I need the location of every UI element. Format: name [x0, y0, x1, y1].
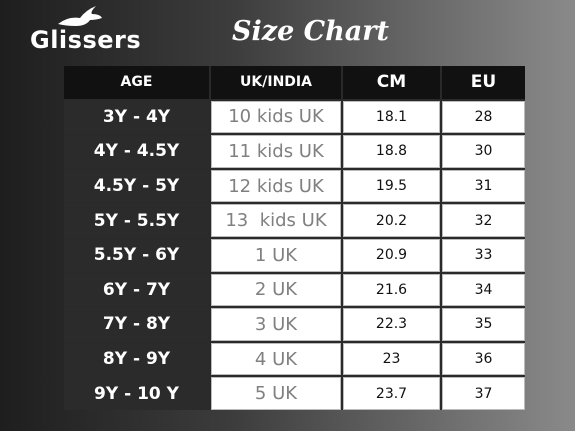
table-cell: 6Y - 7Y [64, 273, 209, 307]
table-cell: 4 UK [211, 342, 341, 376]
table-cell: 8Y - 9Y [64, 342, 209, 376]
table-cell: 5 UK [211, 377, 341, 410]
table-cell: 5Y - 5.5Y [64, 204, 209, 237]
table-cell: 2 UK [211, 273, 341, 307]
logo-rabbit [58, 6, 102, 26]
table-cell: 19.5 [343, 169, 440, 203]
table-cell: 22.3 [343, 308, 440, 341]
table-cell: 18.8 [343, 135, 440, 168]
table-cell: 21.6 [343, 273, 440, 307]
table-cell: 32 [442, 204, 525, 237]
logo-text: Glissers [30, 26, 142, 54]
table-cell: 20.2 [343, 204, 440, 237]
table-cell: 30 [442, 135, 525, 168]
table-cell: 33 [442, 238, 525, 272]
table-cell: 36 [442, 342, 525, 376]
table-cell: 37 [442, 377, 525, 410]
title: Size Chart [232, 16, 389, 47]
table-cell: 12 kids UK [211, 169, 341, 203]
table-cell: 20.9 [343, 238, 440, 272]
column-header: EU [442, 66, 525, 99]
table-cell: 11 kids UK [211, 135, 341, 168]
table-cell: 4Y - 4.5Y [64, 135, 209, 168]
table-cell: 18.1 [343, 100, 440, 134]
table-cell: 34 [442, 273, 525, 307]
table-cell: 9Y - 10 Y [64, 377, 209, 410]
table-cell: 5.5Y - 6Y [64, 238, 209, 272]
table-cell: 28 [442, 100, 525, 134]
table-cell: 3 UK [211, 308, 341, 341]
size-table: AGE UK/INDIA CM EU 3Y - 4Y 10 kids UK 18.1 28 4Y… [64, 66, 525, 410]
column-header: UK/INDIA [211, 66, 341, 99]
table-cell: 4.5Y - 5Y [64, 169, 209, 203]
table-cell: 10 kids UK [211, 100, 341, 134]
table-cell: 31 [442, 169, 525, 203]
column-header: CM [343, 66, 440, 99]
table-cell: 7Y - 8Y [64, 308, 209, 341]
table-cell: 13 kids UK [211, 204, 341, 237]
table-cell: 3Y - 4Y [64, 100, 209, 134]
table-cell: 23.7 [343, 377, 440, 410]
column-header: AGE [64, 66, 209, 99]
table-cell: 23 [343, 342, 440, 376]
table-cell: 35 [442, 308, 525, 341]
table-cell: 1 UK [211, 238, 341, 272]
